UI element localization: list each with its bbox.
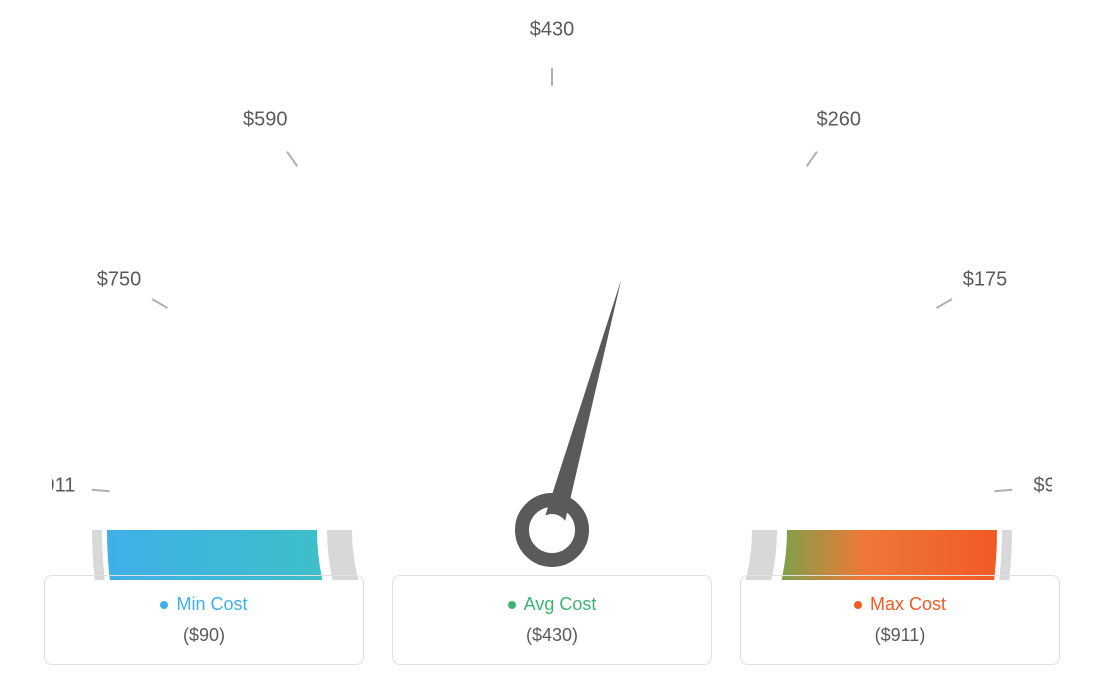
svg-text:$175: $175 — [963, 268, 1008, 290]
gauge-svg: $90 $175 $260 $430 $590 $750 $911 — [52, 20, 1052, 580]
svg-text:$750: $750 — [97, 268, 142, 290]
legend-max-value: ($911) — [875, 625, 926, 646]
svg-text:$260: $260 — [817, 109, 862, 131]
legend-min-text: Min Cost — [176, 594, 247, 615]
legend-avg-value: ($430) — [526, 625, 578, 646]
legend-max-text: Max Cost — [870, 594, 946, 615]
legend-avg-dot — [508, 601, 516, 609]
svg-text:$90: $90 — [1033, 475, 1052, 497]
legend-avg-label: Avg Cost — [508, 594, 597, 615]
legend-min-label: Min Cost — [160, 594, 247, 615]
svg-text:$430: $430 — [530, 20, 575, 40]
cost-gauge: $90 $175 $260 $430 $590 $750 $911 — [52, 20, 1052, 570]
svg-text:$911: $911 — [52, 475, 75, 497]
legend-avg: Avg Cost ($430) — [392, 575, 712, 665]
legend-avg-text: Avg Cost — [524, 594, 597, 615]
legend-max-dot — [854, 601, 862, 609]
legend-row: Min Cost ($90) Avg Cost ($430) Max Cost … — [44, 575, 1060, 665]
legend-min: Min Cost ($90) — [44, 575, 364, 665]
legend-min-dot — [160, 601, 168, 609]
svg-text:$590: $590 — [243, 109, 288, 131]
legend-max: Max Cost ($911) — [740, 575, 1060, 665]
legend-max-label: Max Cost — [854, 594, 946, 615]
legend-min-value: ($90) — [183, 625, 225, 646]
